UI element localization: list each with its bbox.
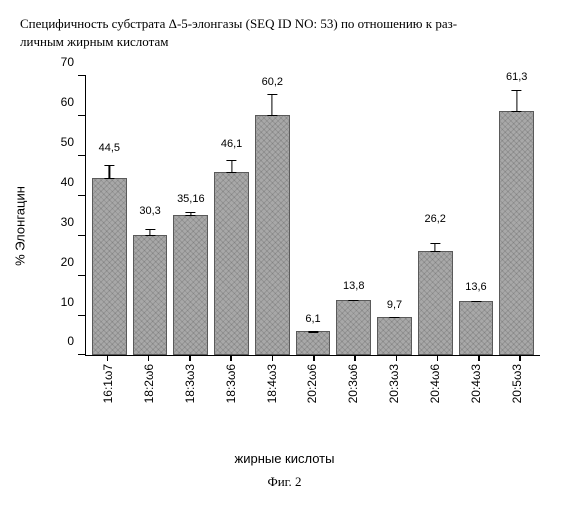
y-tick — [78, 354, 86, 355]
y-tick — [78, 235, 86, 236]
bar-slot: 60,2 — [255, 76, 290, 355]
y-tick — [78, 155, 86, 156]
error-bar — [231, 160, 232, 173]
bar-slot: 9,7 — [377, 76, 412, 355]
error-bar — [272, 94, 273, 116]
title-line-2: личным жирным кислотам — [20, 34, 168, 49]
y-tick-label: 0 — [67, 334, 86, 348]
y-tick-label: 10 — [61, 295, 86, 309]
bar-slot: 46,1 — [214, 76, 249, 355]
bar-slot: 26,2 — [418, 76, 453, 355]
bar-value-label: 60,2 — [262, 76, 283, 88]
error-bar — [475, 301, 476, 302]
chart-title: Специфичность субстрата Δ-5-элонгазы (SE… — [20, 15, 549, 51]
error-bar — [353, 300, 354, 301]
x-axis-label: жирные кислоты — [20, 451, 549, 466]
y-tick — [78, 275, 86, 276]
y-tick — [78, 115, 86, 116]
y-tick-label: 50 — [61, 135, 86, 149]
bar-value-label: 6,1 — [305, 313, 320, 325]
error-bar — [435, 243, 436, 252]
bar-slot: 44,5 — [92, 76, 127, 355]
error-bar — [190, 212, 191, 216]
x-tick-label: 18:4ω3 — [254, 356, 289, 436]
bar — [336, 300, 371, 355]
bar-value-label: 61,3 — [506, 71, 527, 83]
bar — [214, 172, 249, 356]
bar — [377, 317, 412, 356]
error-bar — [394, 317, 395, 318]
bar-slot: 61,3 — [499, 76, 534, 355]
figure-caption: Фиг. 2 — [20, 474, 549, 490]
bar-slot: 6,1 — [296, 76, 331, 355]
bar — [255, 115, 290, 355]
bar-value-label: 9,7 — [387, 299, 402, 311]
error-bar — [516, 90, 517, 113]
x-tick-label: 20:4ω6 — [418, 356, 453, 436]
x-tick-label: 18:3ω3 — [173, 356, 208, 436]
y-tick — [78, 315, 86, 316]
title-line-1: Специфичность субстрата Δ-5-элонгазы (SE… — [20, 16, 457, 31]
bar-slot: 13,6 — [459, 76, 494, 355]
plot-area: 44,5 30,3 35,16 46,1 60,2 6,1 13,8 9,7 26,2 13,6 6… — [85, 76, 540, 356]
bar — [499, 111, 534, 355]
x-tick-label: 20:3ω3 — [377, 356, 412, 436]
y-tick-label: 60 — [61, 95, 86, 109]
bars-container: 44,5 30,3 35,16 46,1 60,2 6,1 13,8 9,7 26,2 13,6 6… — [86, 76, 540, 355]
x-tick-label: 20:5ω3 — [499, 356, 534, 436]
bar — [92, 178, 127, 355]
y-tick-label: 40 — [61, 175, 86, 189]
bar-value-label: 46,1 — [221, 138, 242, 150]
x-tick-label: 18:2ω6 — [132, 356, 167, 436]
bar-value-label: 13,6 — [465, 281, 486, 293]
bar — [296, 331, 331, 355]
bar-chart: % Элонгацин 44,530,335,1646,160,26,113,8… — [30, 66, 550, 386]
y-tick-label: 30 — [61, 215, 86, 229]
bar — [459, 301, 494, 355]
y-tick — [78, 75, 86, 76]
bar-value-label: 44,5 — [99, 142, 120, 154]
bar-value-label: 30,3 — [139, 205, 160, 217]
x-tick-label: 20:2ω6 — [295, 356, 330, 436]
y-tick — [78, 195, 86, 196]
bar-slot: 13,8 — [336, 76, 371, 355]
bar — [133, 235, 168, 356]
bar — [418, 251, 453, 355]
error-bar — [150, 229, 151, 236]
y-axis-label: % Элонгацин — [13, 186, 28, 266]
x-tick-label: 16:1ω7 — [91, 356, 126, 436]
bar-slot: 35,16 — [173, 76, 208, 355]
bar-value-label: 35,16 — [177, 193, 205, 205]
bar — [173, 215, 208, 355]
y-tick-label: 70 — [61, 55, 86, 69]
x-tick-label: 20:3ω6 — [336, 356, 371, 436]
x-tick-label: 18:3ω6 — [213, 356, 248, 436]
y-tick-label: 20 — [61, 255, 86, 269]
bar-value-label: 26,2 — [425, 213, 446, 225]
bar-value-label: 13,8 — [343, 280, 364, 292]
x-labels-container: 16:1ω718:2ω618:3ω318:3ω618:4ω320:2ω620:3… — [85, 356, 540, 436]
x-tick-label: 20:4ω3 — [458, 356, 493, 436]
error-bar — [109, 165, 110, 179]
bar-slot: 30,3 — [133, 76, 168, 355]
